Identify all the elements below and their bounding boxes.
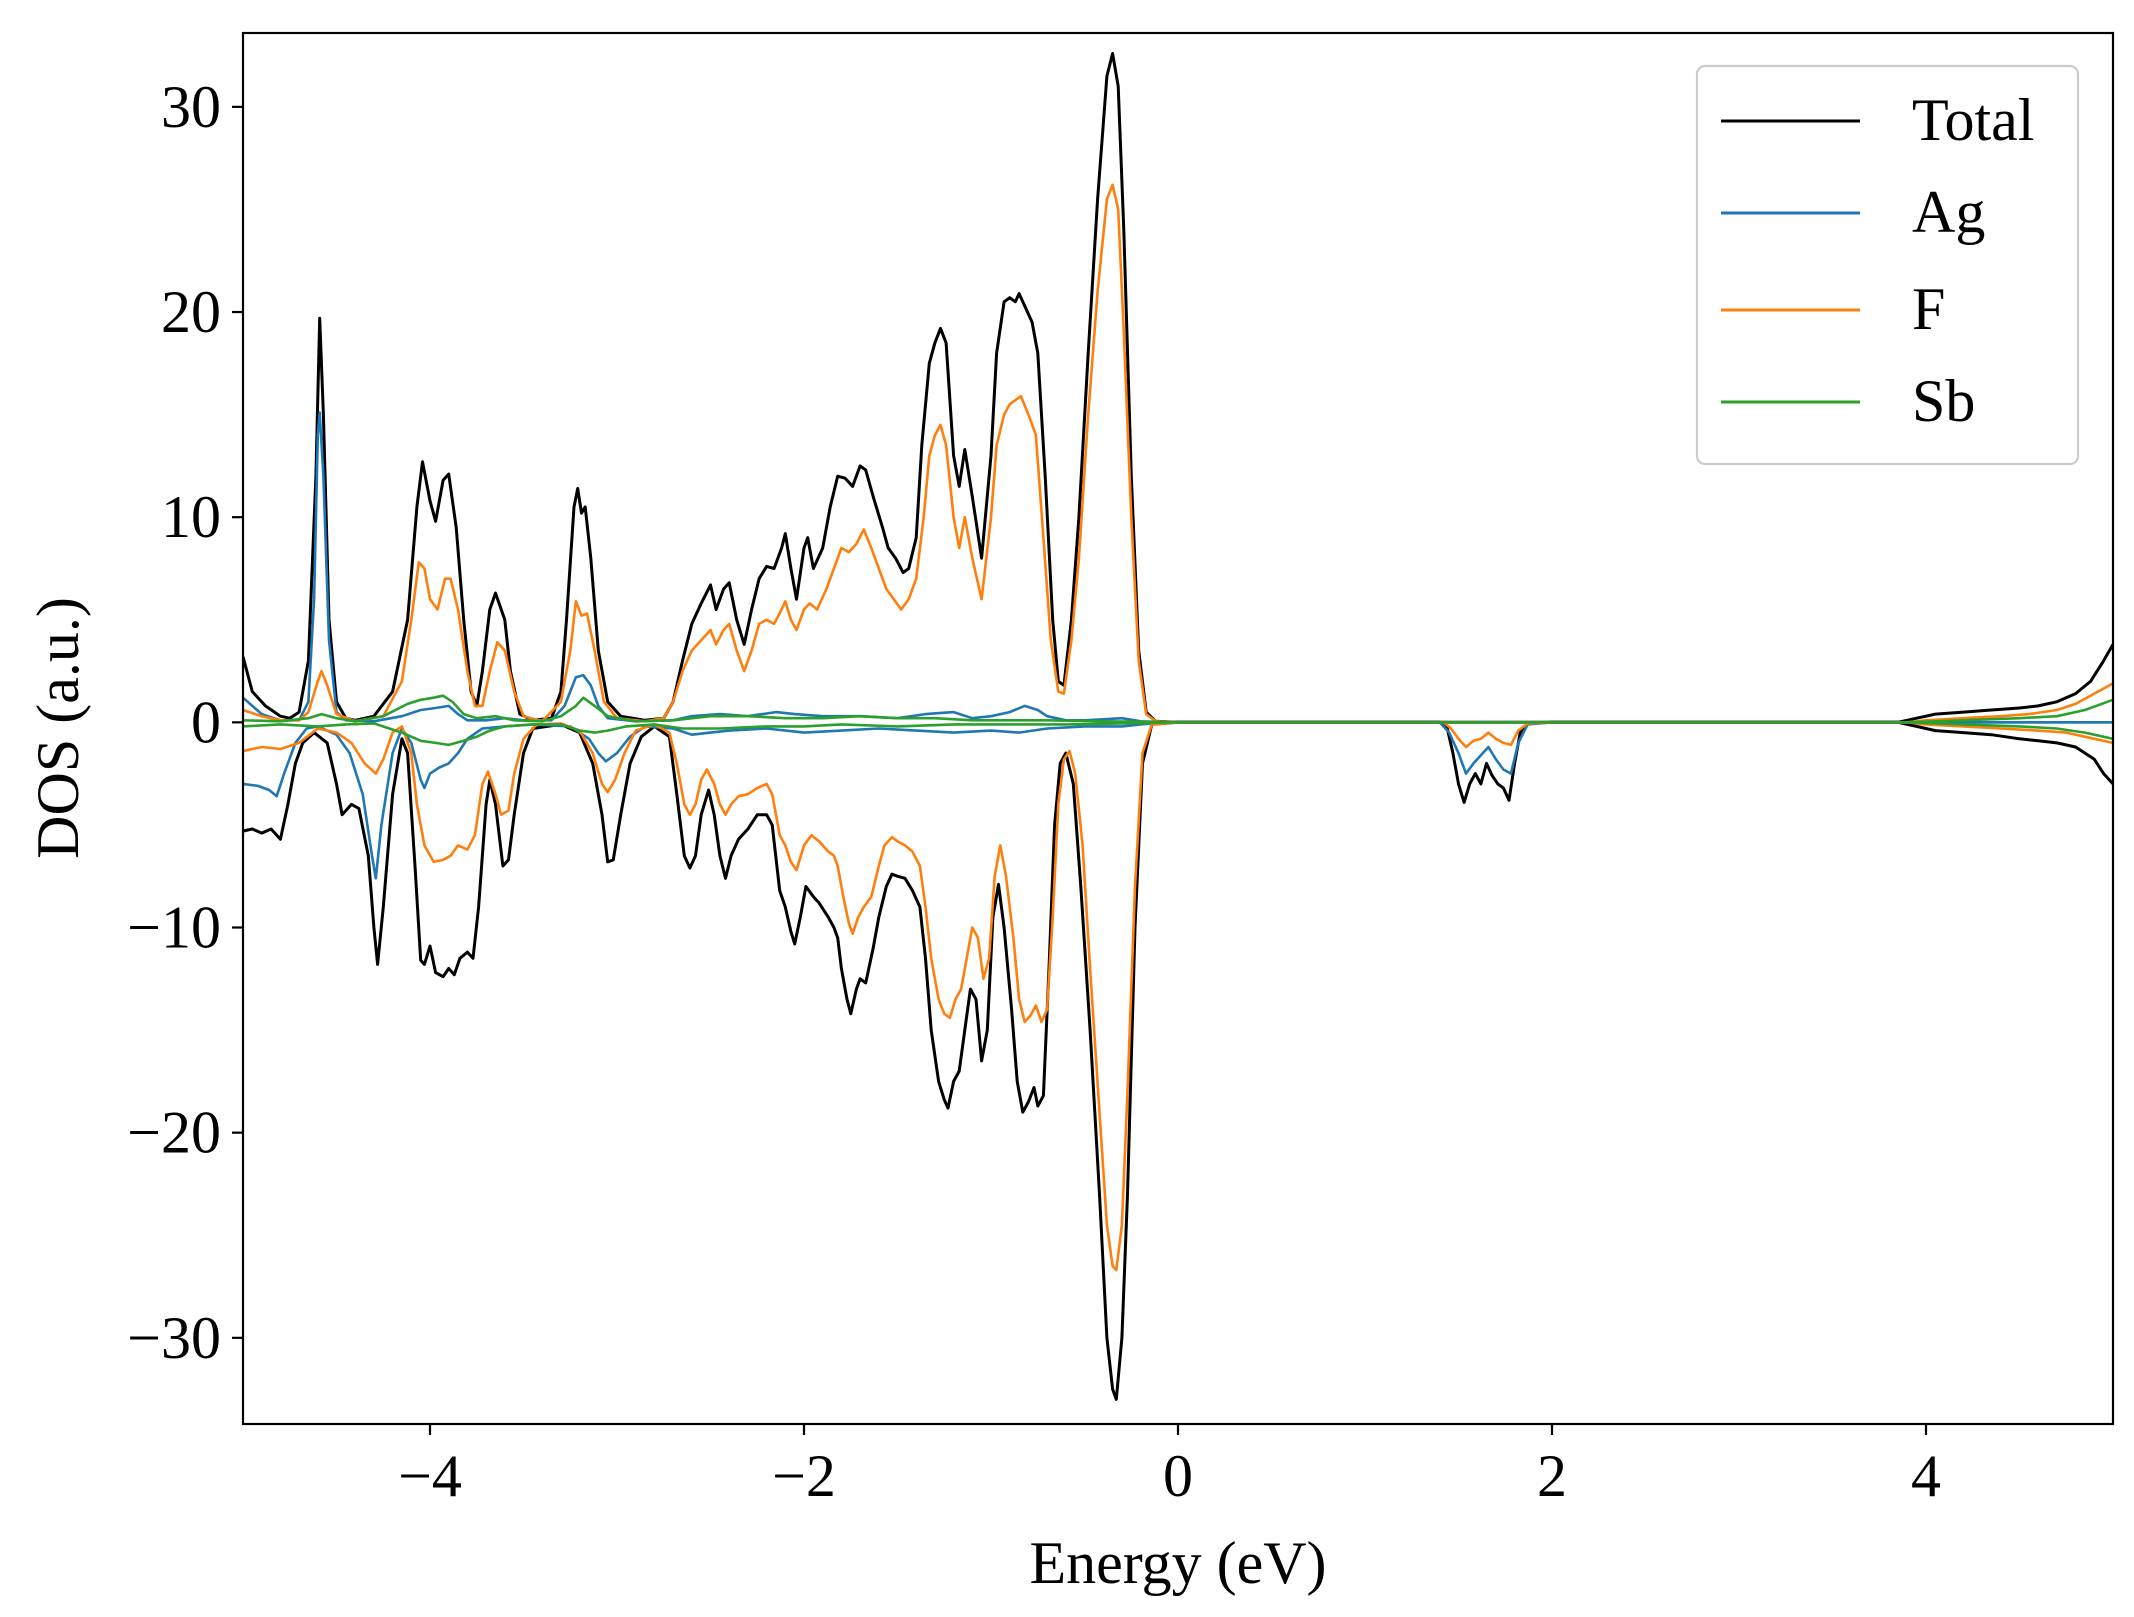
legend-label-f: F [1912,276,1945,342]
x-tick-label: 4 [1911,1443,1941,1509]
legend-label-sb: Sb [1912,368,1975,434]
series-line-total-down [243,720,2113,1401]
series-line-ag-up [243,411,2113,724]
x-tick-label: 2 [1537,1443,1567,1509]
x-tick-label: 0 [1163,1443,1193,1509]
series-line-f-up [243,183,2113,724]
series-line-sb-up [243,694,2113,724]
x-tick-label: −2 [772,1443,836,1509]
y-tick-label: 20 [161,279,221,345]
series-line-f-down [243,721,2113,1272]
y-axis-label: DOS (a.u.) [25,597,91,859]
y-tick-label: 0 [191,689,221,755]
legend-label-ag: Ag [1912,179,1985,245]
y-tick-label: −10 [127,895,221,961]
y-tick-label: −30 [127,1305,221,1371]
legend: Total Ag F Sb [1695,64,2080,466]
series-layer [243,52,2113,1401]
legend-label-total: Total [1912,87,2034,153]
legend-frame [1695,64,2080,466]
x-axis-label: Energy (eV) [1029,1530,1326,1596]
series-line-sb-down [243,721,2113,747]
y-tick-label: 10 [161,484,221,550]
y-tick-label: −20 [127,1100,221,1166]
x-tick-label: −4 [398,1443,462,1509]
y-tick-label: 30 [161,74,221,140]
series-line-total-up [243,52,2113,724]
series-line-ag-down [243,721,2113,880]
